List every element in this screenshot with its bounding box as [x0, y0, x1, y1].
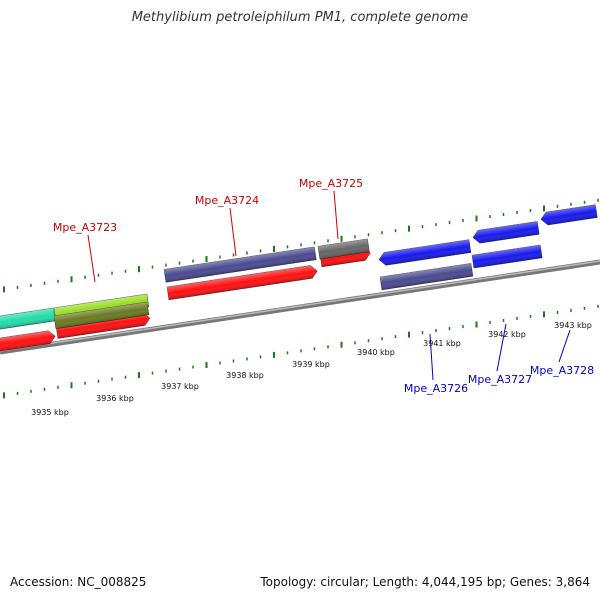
reverse-label-line — [429, 333, 434, 381]
gene-shading — [378, 239, 471, 266]
gene-shading — [56, 312, 150, 339]
gene-arrow — [317, 238, 370, 260]
scale-labels: 3935 kbp 3936 kbp 3937 kbp 3938 kbp 3939 kbp… — [31, 321, 592, 417]
gene-shading — [54, 301, 149, 329]
genome-title: Methylibium petroleiphilum PM1, complete… — [131, 10, 469, 25]
reverse-label-line — [496, 323, 507, 372]
scale-label: 3938 kbp — [226, 371, 264, 380]
gene-arrow — [379, 263, 474, 291]
reverse-label-line — [558, 329, 571, 363]
gene-arrow — [540, 204, 598, 226]
accession-text: Accession: NC_008825 — [10, 575, 147, 589]
gene-shading — [472, 221, 540, 244]
genome-summary-text: Topology: circular; Length: 4,044,195 bp… — [260, 575, 590, 589]
gene-shading — [0, 330, 56, 353]
gene-shading — [0, 308, 56, 331]
scale-label: 3939 kbp — [292, 360, 330, 369]
scale-label: 3936 kbp — [96, 394, 134, 403]
gene-shading — [472, 244, 543, 269]
gene-shading — [167, 265, 318, 300]
gene-arrow — [0, 307, 56, 331]
gene-shading — [164, 246, 317, 283]
scale-label: 3943 kbp — [554, 321, 592, 330]
scale-label: 3937 kbp — [161, 382, 199, 391]
gene-shading — [540, 204, 598, 225]
genome-backbone — [0, 259, 600, 355]
backbone-line — [0, 259, 600, 355]
gene-label-lines — [87, 190, 571, 381]
scale-ticks — [3, 198, 599, 399]
scale-label: 3940 kbp — [357, 348, 395, 357]
gene-arrow — [378, 239, 472, 266]
gene-arrow — [53, 301, 150, 329]
scale-label: 3941 kbp — [423, 339, 461, 348]
forward-gene-label: Mpe_A3723 — [53, 221, 117, 234]
scale-label: 3942 kbp — [488, 330, 526, 339]
gene-arrow — [166, 265, 318, 301]
reverse-gene-label: Mpe_A3728 — [530, 364, 594, 377]
forward-label-line — [333, 190, 339, 240]
gene-arrow — [0, 330, 56, 353]
gene-arrow — [163, 246, 317, 283]
gene-features — [0, 204, 598, 353]
gene-arrow — [472, 221, 540, 244]
forward-label-line — [87, 234, 96, 283]
reverse-gene-label: Mpe_A3726 — [404, 382, 468, 395]
gene-arrow — [471, 244, 543, 269]
gene-shading — [380, 263, 473, 290]
reverse-gene-label: Mpe_A3727 — [468, 373, 532, 386]
forward-gene-label: Mpe_A3724 — [195, 194, 259, 207]
scale-label: 3935 kbp — [31, 408, 69, 417]
forward-gene-label: Mpe_A3725 — [299, 177, 363, 190]
gene-labels: Mpe_A3723Mpe_A3724Mpe_A3725Mpe_A3726Mpe_… — [53, 177, 594, 395]
gene-shading — [318, 238, 370, 260]
forward-label-line — [229, 207, 237, 257]
backbone-highlight — [0, 260, 600, 352]
